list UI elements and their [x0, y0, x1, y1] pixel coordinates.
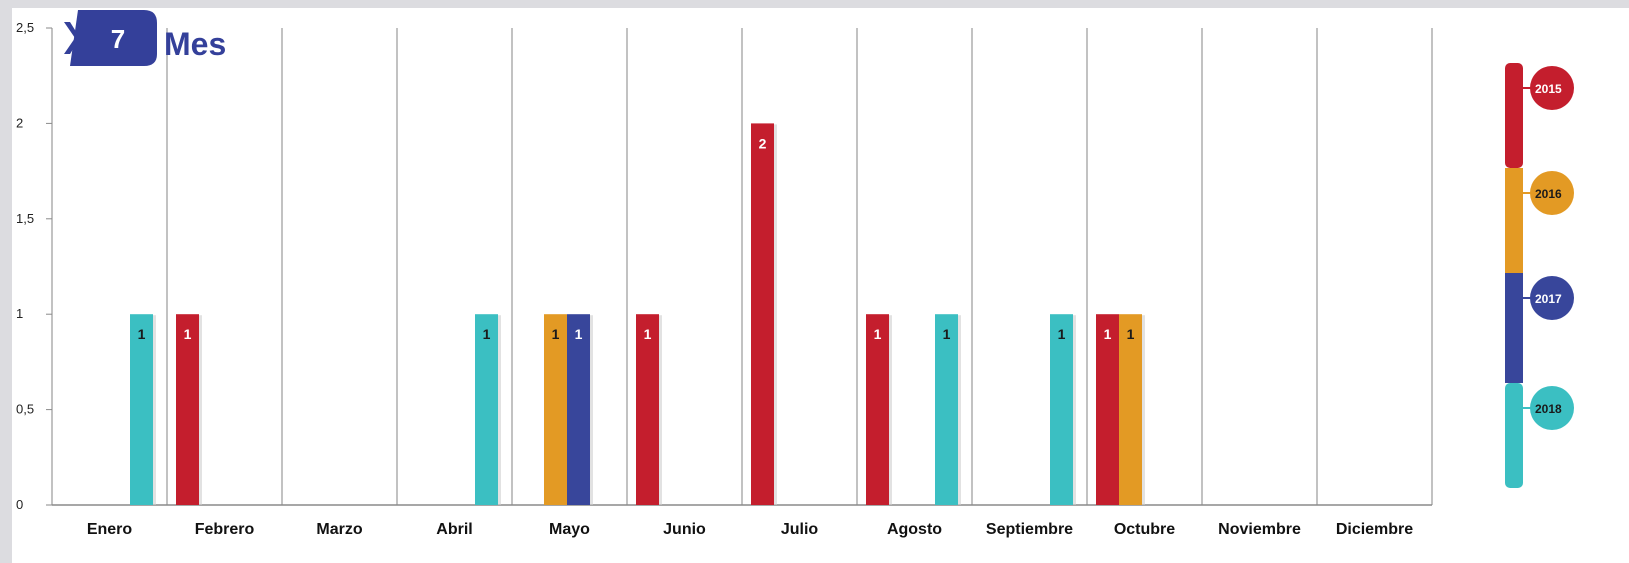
data-label: 1 [184, 326, 192, 342]
y-tick-label: 2,5 [16, 20, 34, 35]
y-tick-label: 1,5 [16, 211, 34, 226]
data-label: 1 [552, 326, 560, 342]
legend-label: 2018 [1535, 402, 1562, 416]
data-label: 1 [1104, 326, 1112, 342]
x-tick-label: Septiembre [986, 521, 1073, 538]
x-tick-label: Noviembre [1218, 521, 1301, 538]
badge-shape [70, 10, 157, 66]
badge-number: 7 [111, 24, 125, 54]
bar [1119, 314, 1142, 505]
data-label: 1 [874, 326, 882, 342]
chart-frame: 0 0,5 1 1,5 2 2,5 Enero Febrero Marzo Abril Mayo J… [12, 8, 1629, 563]
legend-band-segment [1505, 273, 1523, 383]
x-tick-label: Octubre [1114, 521, 1175, 538]
legend-marker [1530, 276, 1574, 320]
bar [935, 314, 958, 505]
y-tick-label: 1 [16, 306, 23, 321]
y-tick-label: 0,5 [16, 402, 34, 417]
bar [866, 314, 889, 505]
data-label: 1 [483, 326, 491, 342]
legend-label: 2017 [1535, 292, 1562, 306]
bar [130, 314, 153, 505]
bar [1096, 314, 1119, 505]
chevron-right-icon [64, 22, 80, 54]
legend-marker [1530, 66, 1574, 110]
x-tick-label: Mayo [549, 521, 590, 538]
bar [751, 123, 774, 506]
bar [636, 314, 659, 505]
data-label: 1 [138, 326, 146, 342]
legend-band-segment [1505, 383, 1523, 488]
y-tick-label: 2 [16, 115, 23, 130]
bar [544, 314, 567, 505]
x-tick-label: Marzo [316, 521, 362, 538]
monthly-bar-chart: 0 0,5 1 1,5 2 2,5 Enero Febrero Marzo Abril Mayo J… [16, 10, 1574, 538]
bar [1050, 314, 1073, 505]
data-label: 1 [644, 326, 652, 342]
x-tick-label: Febrero [195, 521, 255, 538]
data-label: 2 [759, 135, 767, 151]
data-label: 1 [1058, 326, 1066, 342]
badge-label: Mes [164, 26, 226, 62]
legend-marker [1530, 386, 1574, 430]
bar [475, 314, 498, 505]
x-tick-label: Abril [436, 521, 472, 538]
data-label: 1 [943, 326, 951, 342]
x-tick-label: Agosto [887, 521, 942, 538]
x-tick-label: Enero [87, 521, 133, 538]
bars: 1 121 11 111 1 1 1 [130, 123, 1145, 506]
x-axis: Enero Febrero Marzo Abril Mayo Junio Julio Agos… [52, 504, 1432, 538]
data-label: 1 [1127, 326, 1135, 342]
x-tick-label: Diciembre [1336, 521, 1413, 538]
x-tick-label: Junio [663, 521, 706, 538]
legend-marker [1530, 171, 1574, 215]
month-badge: 7 Mes [64, 10, 226, 66]
legend-band-segment [1505, 63, 1523, 168]
legend: 2015 2016 2017 2018 [1505, 63, 1574, 488]
x-tick-label: Julio [781, 521, 819, 538]
y-axis: 0 0,5 1 1,5 2 2,5 [16, 20, 52, 512]
grid-lines [51, 28, 1433, 505]
legend-label: 2015 [1535, 82, 1562, 96]
y-tick-label: 0 [16, 497, 23, 512]
bar [176, 314, 199, 505]
legend-label: 2016 [1535, 187, 1562, 201]
bar [567, 314, 590, 505]
data-label: 1 [575, 326, 583, 342]
legend-band-segment [1505, 168, 1523, 273]
